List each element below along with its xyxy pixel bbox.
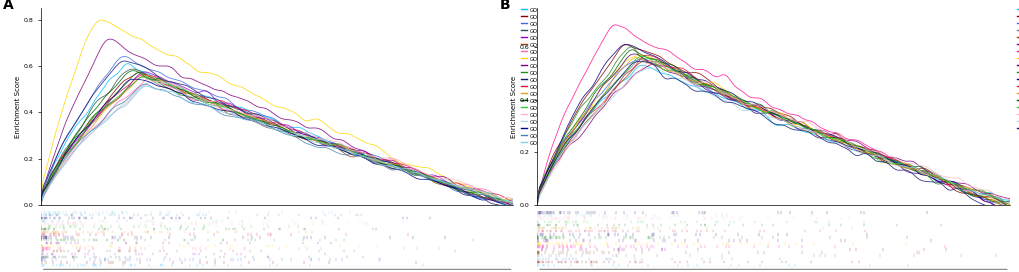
Y-axis label: Enrichment Score: Enrichment Score [14,75,20,138]
Legend: KEGG_B_CELL_RECEPTOR_SIGNALING_PATHWAY, KEGG_CELL_CYCLE, KEGG_CYTOSOLIC_DNA_SENS: KEGG_B_CELL_RECEPTOR_SIGNALING_PATHWAY, … [1016,7,1019,132]
Text: B: B [499,0,510,12]
Text: A: A [3,0,13,12]
Y-axis label: Enrichment Score: Enrichment Score [511,75,517,138]
Legend: GO_DNA_DAMAGE_RESPONSE_SIGNAL_TRANSDUCTION_BY_P53_CLASS_MEDIATOR, GO_EXOCYTIC_PR: GO_DNA_DAMAGE_RESPONSE_SIGNAL_TRANSDUCTI… [521,7,744,146]
